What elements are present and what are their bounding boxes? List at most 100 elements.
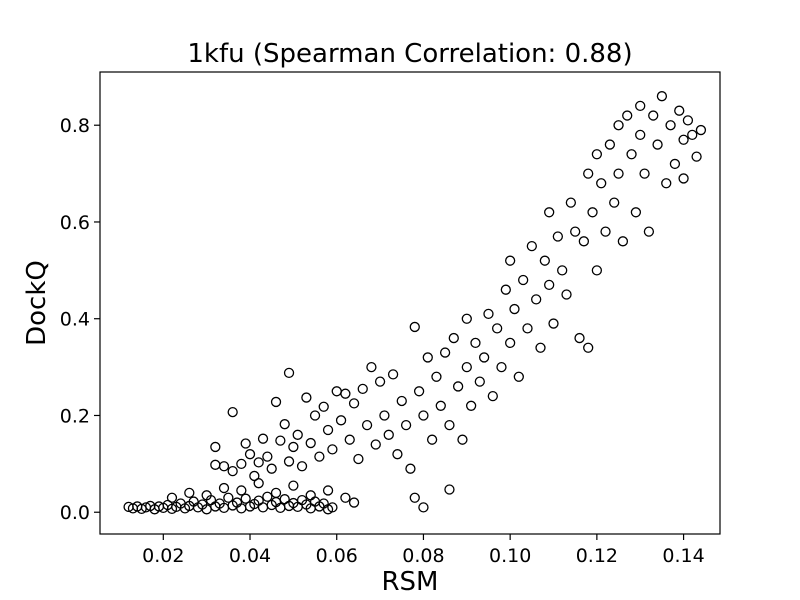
data-point bbox=[491, 323, 503, 334]
data-point bbox=[318, 401, 329, 412]
data-point bbox=[236, 458, 247, 470]
data-point bbox=[270, 487, 282, 499]
data-point bbox=[674, 105, 685, 116]
data-point bbox=[270, 396, 282, 408]
data-point bbox=[288, 480, 299, 491]
data-point bbox=[509, 303, 520, 315]
data-point bbox=[283, 367, 295, 379]
data-point bbox=[218, 482, 230, 494]
y-tick-label: 0.0 bbox=[60, 502, 90, 524]
data-point bbox=[591, 149, 603, 160]
data-point bbox=[379, 410, 390, 421]
data-point bbox=[392, 449, 403, 460]
data-point bbox=[335, 415, 347, 426]
data-point bbox=[613, 120, 624, 131]
y-tick-label: 0.6 bbox=[60, 212, 90, 234]
plot-frame bbox=[99, 71, 721, 535]
data-point bbox=[223, 492, 234, 503]
data-point bbox=[348, 398, 360, 409]
data-point bbox=[604, 139, 616, 150]
data-point bbox=[283, 456, 295, 467]
data-point bbox=[439, 347, 451, 358]
data-point bbox=[340, 388, 351, 399]
data-point bbox=[444, 484, 455, 495]
data-point bbox=[626, 149, 637, 160]
data-point bbox=[340, 492, 351, 503]
data-point bbox=[661, 178, 672, 189]
data-point bbox=[687, 129, 698, 141]
data-point bbox=[483, 308, 494, 320]
data-point bbox=[210, 459, 221, 470]
data-point bbox=[544, 279, 555, 291]
data-point bbox=[461, 361, 472, 373]
data-point bbox=[227, 465, 238, 477]
data-point bbox=[327, 502, 338, 513]
data-point bbox=[630, 207, 642, 218]
data-point bbox=[249, 470, 260, 482]
data-point bbox=[357, 383, 368, 395]
x-tick-label: 0.02 bbox=[142, 545, 184, 567]
data-point bbox=[635, 129, 646, 141]
data-point bbox=[305, 490, 316, 501]
data-point bbox=[613, 168, 624, 179]
data-point bbox=[309, 410, 321, 421]
data-point bbox=[643, 226, 655, 237]
data-point bbox=[578, 236, 590, 247]
data-point bbox=[201, 490, 212, 501]
data-point bbox=[513, 371, 524, 382]
data-point bbox=[652, 139, 663, 150]
data-point bbox=[500, 284, 511, 295]
data-point bbox=[240, 438, 251, 449]
data-point bbox=[435, 400, 446, 411]
y-tick-label: 0.2 bbox=[60, 405, 90, 427]
data-point bbox=[695, 124, 707, 136]
data-point bbox=[257, 502, 269, 513]
data-point bbox=[253, 457, 264, 468]
data-point bbox=[305, 437, 316, 449]
data-point bbox=[635, 100, 646, 112]
data-point bbox=[518, 274, 529, 286]
data-point bbox=[565, 197, 577, 208]
data-point bbox=[327, 444, 338, 455]
data-point bbox=[405, 463, 416, 474]
data-point bbox=[257, 433, 269, 444]
data-point bbox=[444, 420, 455, 431]
data-point bbox=[478, 352, 490, 363]
data-point bbox=[240, 493, 251, 504]
data-point bbox=[474, 376, 485, 387]
data-point bbox=[314, 451, 325, 462]
data-point bbox=[366, 361, 377, 373]
data-point bbox=[505, 255, 516, 266]
x-axis-label: RSM bbox=[381, 567, 438, 597]
data-point bbox=[570, 226, 581, 237]
data-point bbox=[370, 439, 381, 450]
x-tick-label: 0.12 bbox=[576, 545, 618, 567]
data-point bbox=[296, 461, 308, 472]
data-point bbox=[561, 289, 572, 300]
x-tick-label: 0.08 bbox=[402, 545, 444, 567]
chart-title: 1kfu (Spearman Correlation: 0.88) bbox=[187, 39, 632, 69]
data-point bbox=[400, 420, 412, 431]
data-point bbox=[535, 342, 546, 353]
y-tick-label: 0.4 bbox=[60, 309, 90, 331]
data-point bbox=[218, 461, 230, 472]
data-point bbox=[617, 236, 629, 247]
x-tick-label: 0.10 bbox=[489, 545, 531, 567]
data-point bbox=[583, 342, 594, 353]
data-point bbox=[413, 386, 425, 397]
data-point bbox=[505, 337, 516, 349]
data-point bbox=[526, 241, 537, 252]
data-point bbox=[331, 386, 342, 397]
data-point bbox=[452, 381, 464, 392]
data-point bbox=[279, 419, 290, 430]
data-point bbox=[166, 492, 178, 503]
data-point bbox=[244, 449, 256, 460]
data-point bbox=[587, 207, 598, 218]
y-tick-label: 0.8 bbox=[60, 115, 90, 137]
data-point bbox=[422, 352, 433, 363]
data-point bbox=[361, 420, 373, 431]
data-point bbox=[418, 410, 429, 421]
data-point bbox=[396, 395, 407, 407]
data-point bbox=[691, 151, 702, 162]
